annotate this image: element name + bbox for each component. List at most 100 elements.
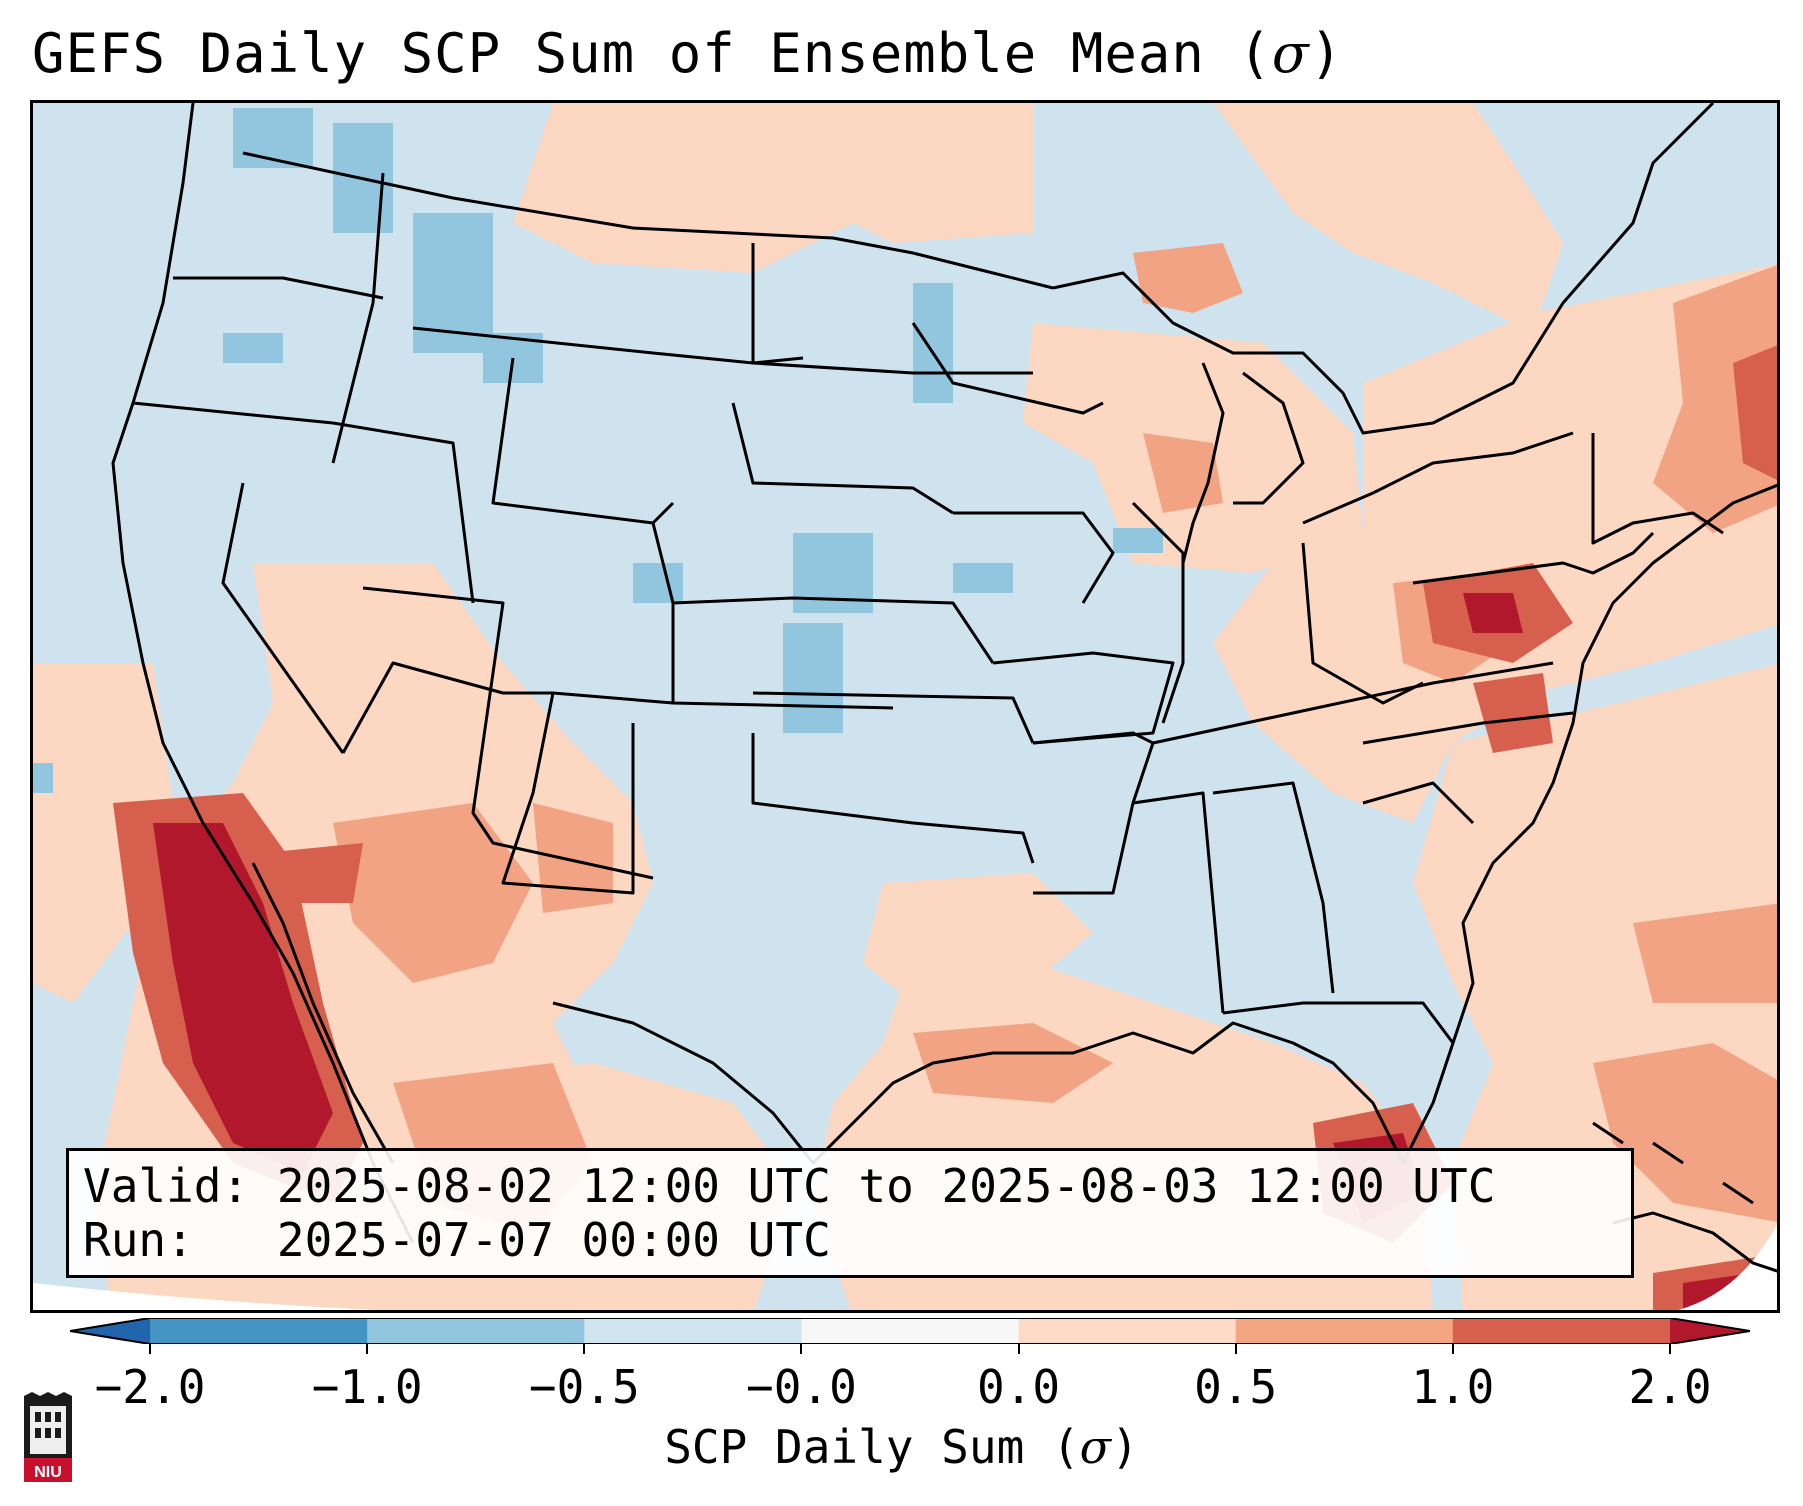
colorbar-tick-label: 0.0 [977,1360,1061,1414]
pacific-coast [111,103,415,1244]
projection-edge-right [1677,1224,1777,1310]
wa-or [173,276,384,300]
ms-al [1132,791,1225,1014]
region-strong-red-sonora [263,843,363,903]
nd-sd [751,243,1033,375]
map-panel [30,100,1780,1313]
region-mid-red-newengland [1653,265,1777,533]
colorbar-bin [1018,1318,1237,1344]
co-ks [651,522,675,703]
va-nc [1362,711,1574,745]
region-mid-red-michigan [1133,243,1243,313]
gulf-coast [552,483,1777,1165]
colorbar-tick-label: −1.0 [311,1360,423,1414]
lake-erie-ontario [1302,431,1574,525]
validity-info-box: Valid: 2025-08-02 12:00 UTC to 2025-08-0… [66,1148,1634,1278]
colorbar-bin [150,1318,368,1344]
colorbar-tick-label: 1.0 [1411,1360,1495,1414]
run-row: Run: 2025-07-07 00:00 UTC [83,1213,831,1267]
region-mid-red-caribbean [1593,1043,1777,1222]
ne-ks [672,596,995,664]
mn-ia [911,322,1104,415]
colorbar-bin [584,1318,802,1344]
id-mt [331,172,385,464]
new-england [1591,433,1724,545]
colorbar-label: SCP Daily Sum (σ) [664,1420,1139,1474]
al-ga [1212,781,1335,994]
colorbar-tick-label: 2.0 [1628,1360,1712,1414]
bahamas [1592,1121,1754,1205]
niu-logo: NIU [24,1392,72,1482]
niu-logo-text: NIU [34,1464,62,1481]
region-blue-pacific [33,763,53,793]
colorbar-tick-mark [800,1344,803,1354]
sd-ne [731,402,954,515]
region-blue-dakota [913,283,953,403]
ar-la [1032,731,1155,895]
scp-map [33,103,1777,1310]
colorbar-bin [1235,1318,1454,1344]
region-northern-plains-red [513,103,1033,273]
region-blue-illinois [1113,528,1163,553]
map-title: GEFS Daily SCP Sum of Ensemble Mean (σ) [32,22,1344,85]
region-strong-red-virginia [1473,673,1553,753]
ut-az [362,586,654,880]
mt-wy [412,326,804,365]
colorbar-tick-label: −0.5 [528,1360,640,1414]
baja-coast [251,862,395,1164]
colorbar-bin [1452,1318,1671,1344]
region-blue-iowa [953,563,1013,593]
valid-row: Valid: 2025-08-02 12:00 UTC to 2025-08-0… [83,1159,1496,1213]
positive-anomaly-regions [33,103,1777,1310]
region-mid-red-gulf [913,1023,1113,1103]
lower-michigan [1233,371,1305,505]
region-dark-red-baja-core [153,823,333,1173]
colorbar-tick-mark [1451,1344,1454,1354]
sc-nc [1362,781,1475,825]
ca-nv [221,482,345,754]
canada-border [242,151,1054,290]
colorbar [70,1318,1750,1344]
colorbar-tick-label: −0.0 [746,1360,857,1414]
region-blue-kansas [783,623,843,733]
oh-pa [1301,542,1424,705]
pa-ny [1412,531,1655,585]
colorbar-bin [367,1318,585,1344]
region-canada-east-red [1213,103,1563,333]
tn-ky [1152,661,1554,745]
region-northeast-red [1213,264,1777,823]
lake-michigan [1181,362,1225,564]
colorbar-bin [801,1318,1020,1344]
colorbar-extend-low [70,1318,150,1344]
great-lakes-outline [1052,103,1715,435]
wy-co [491,357,675,525]
cuba-outline [1612,1211,1777,1273]
colorbar-tick-mark [366,1344,369,1354]
region-pacific-west-red [33,663,173,1003]
az-nm [341,661,894,754]
region-dark-red-pa-core [1463,593,1523,633]
projection-edge [33,1283,378,1310]
caribbean-islands [1592,1121,1777,1273]
region-blue-oregon [223,333,283,363]
ga-fl [1222,1001,1455,1044]
ks-ok [752,691,1035,744]
colorbar-tick-mark [583,1344,586,1354]
region-mid-red-arizona [333,803,533,983]
colorbar-extend-high [1670,1318,1750,1344]
or-ca [132,401,334,425]
ia-mo [953,511,1115,604]
region-strong-red-ne-coast [1733,345,1777,480]
state-borders [111,103,1777,1244]
colorbar-tick-label: −2.0 [94,1360,206,1414]
colorbar-tick-mark [1669,1344,1671,1354]
colorbar-tick-label: 0.5 [1194,1360,1278,1414]
ok-tx [751,733,1035,864]
colorbar-tick-mark [149,1344,151,1354]
il-in [1131,501,1185,724]
mo-ar [992,651,1175,745]
nm-tx [501,692,635,895]
region-southern-plains-red [863,873,1093,1003]
colorbar-tick-mark [1234,1344,1237,1354]
region-blue-colorado [633,563,683,603]
